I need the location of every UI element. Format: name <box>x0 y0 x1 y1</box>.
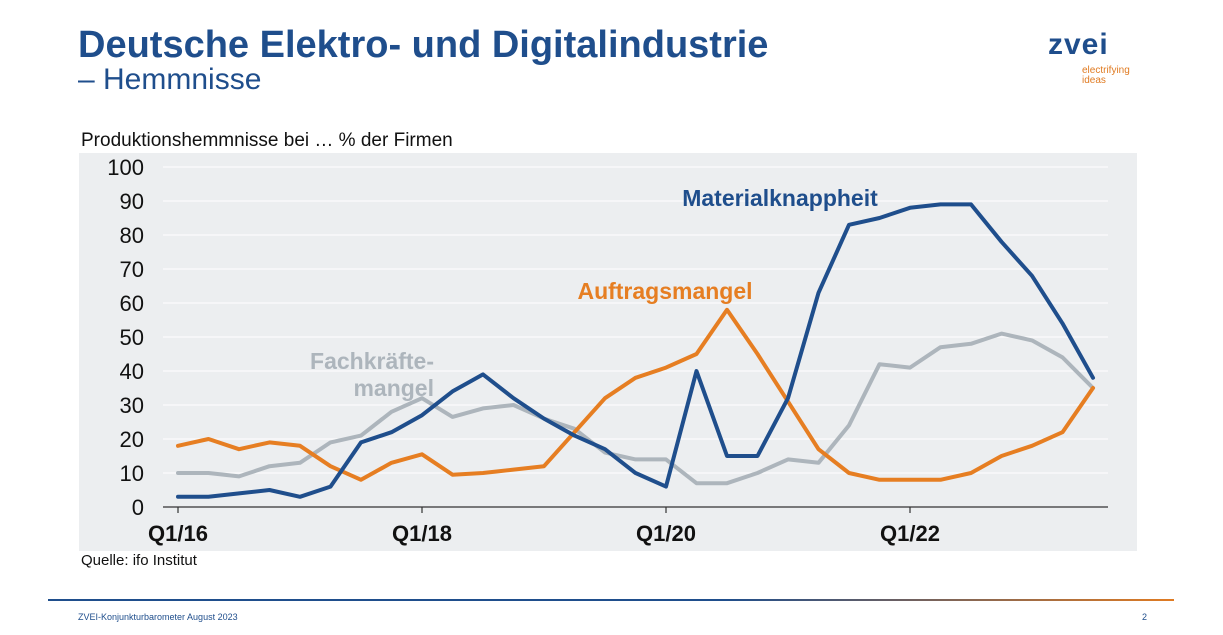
series-line-0 <box>176 202 1095 499</box>
logo-tagline: electrifying ideas <box>1082 66 1130 86</box>
x-tick-label: Q1/22 <box>880 521 940 546</box>
series-label-materialknappheit: Materialknappheit <box>682 185 878 211</box>
series-labels: Materialknappheit Auftragsmangel Fachkräft… <box>310 185 878 401</box>
series-label-fachkraeftemangel: Fachkräfte-mangel <box>310 348 434 401</box>
source-note: Quelle: ifo Institut <box>81 552 197 569</box>
gridlines <box>163 166 1108 474</box>
x-tick-label: Q1/16 <box>148 521 208 546</box>
logo-tagline-line-1: electrifying <box>1082 65 1130 76</box>
series-label-auftragsmangel: Auftragsmangel <box>577 278 752 304</box>
y-axis-ticks: 0 10 20 30 40 50 60 70 80 90 100 <box>107 155 144 520</box>
x-tick-label: Q1/20 <box>636 521 696 546</box>
series-line-2 <box>176 331 1095 486</box>
y-tick-label: 10 <box>120 461 144 486</box>
y-tick-label: 80 <box>120 223 144 248</box>
x-tick-label: Q1/18 <box>392 521 452 546</box>
series-lines <box>176 202 1095 499</box>
series-line-1 <box>176 307 1095 482</box>
y-tick-label: 20 <box>120 427 144 452</box>
y-tick-label: 0 <box>132 495 144 520</box>
y-tick-label: 40 <box>120 359 144 384</box>
y-tick-label: 70 <box>120 257 144 282</box>
logo-wordmark: zvei <box>1048 28 1109 61</box>
x-axis-ticks: Q1/16 Q1/18 Q1/20 Q1/22 <box>148 507 940 546</box>
slide-subtitle: – Hemmnisse <box>78 63 262 96</box>
y-tick-label: 30 <box>120 393 144 418</box>
y-tick-label: 60 <box>120 291 144 316</box>
y-tick-label: 100 <box>107 155 144 180</box>
chart-background <box>79 153 1137 551</box>
page-number: 2 <box>1142 612 1148 622</box>
y-tick-label: 90 <box>120 189 144 214</box>
footer-text: ZVEI-Konjunkturbarometer August 2023 <box>78 612 238 622</box>
y-tick-label: 50 <box>120 325 144 350</box>
zvei-logo: zvei electrifying ideas <box>1048 28 1148 96</box>
logo-tagline-line-2: ideas <box>1082 75 1106 86</box>
slide-title: Deutsche Elektro- und Digitalindustrie <box>78 24 769 66</box>
footer-divider <box>48 599 1174 601</box>
chart-caption: Produktionshemmnisse bei … % der Firmen <box>81 130 453 151</box>
